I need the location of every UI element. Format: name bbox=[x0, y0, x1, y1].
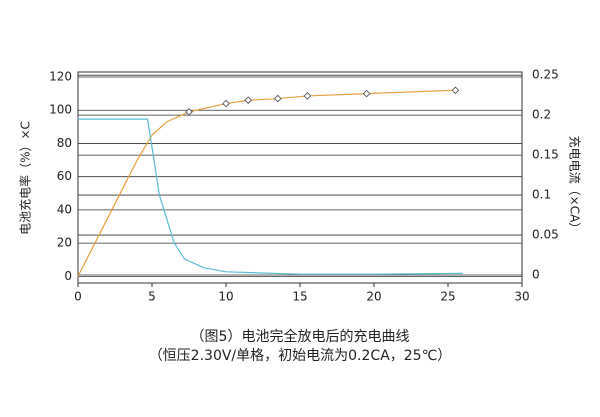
y2-tick-label: 0.1 bbox=[532, 188, 551, 202]
data-point bbox=[362, 89, 371, 98]
y-axis-label: 电池充电率（%）×C bbox=[18, 121, 33, 235]
y-tick-label: 0 bbox=[64, 269, 72, 283]
y-tick-label: 20 bbox=[57, 236, 72, 250]
y-tick-label: 40 bbox=[57, 202, 72, 216]
y-tick-label: 100 bbox=[49, 103, 72, 117]
y2-axis-label: 充电电流（×CA） bbox=[568, 136, 583, 235]
data-point bbox=[273, 94, 282, 103]
data-point bbox=[451, 86, 460, 95]
y2-tick-label: 0.25 bbox=[532, 68, 559, 82]
plot-frame bbox=[77, 71, 523, 284]
y-tick-label: 120 bbox=[49, 69, 72, 83]
x-tick-label: 30 bbox=[514, 290, 529, 304]
data-point bbox=[303, 92, 312, 100]
x-tick-label: 5 bbox=[148, 290, 156, 304]
y2-tick-label: 0.05 bbox=[532, 228, 559, 242]
data-point bbox=[222, 99, 230, 108]
y2-tick-label: 0.2 bbox=[532, 108, 551, 122]
data-point bbox=[244, 96, 253, 105]
chart-subtitle: （恒压2.30V/单格，初始电流为0.2CA，25℃） bbox=[149, 347, 452, 364]
x-tick-label: 0 bbox=[74, 290, 82, 304]
data-point bbox=[185, 108, 193, 116]
x-tick-label: 20 bbox=[366, 290, 381, 304]
x-tick-label: 15 bbox=[292, 290, 307, 304]
data-line bbox=[77, 89, 456, 277]
x-tick-label: 10 bbox=[218, 290, 233, 304]
data-line bbox=[78, 118, 463, 275]
y2-tick-label: 0.15 bbox=[532, 148, 559, 162]
y2-tick-label: 0 bbox=[532, 268, 540, 282]
y-tick-label: 80 bbox=[57, 136, 72, 150]
chart-title: （图5）电池完全放电后的充电曲线 bbox=[191, 328, 410, 345]
y-tick-label: 60 bbox=[57, 169, 72, 183]
x-tick-label: 25 bbox=[440, 290, 455, 304]
